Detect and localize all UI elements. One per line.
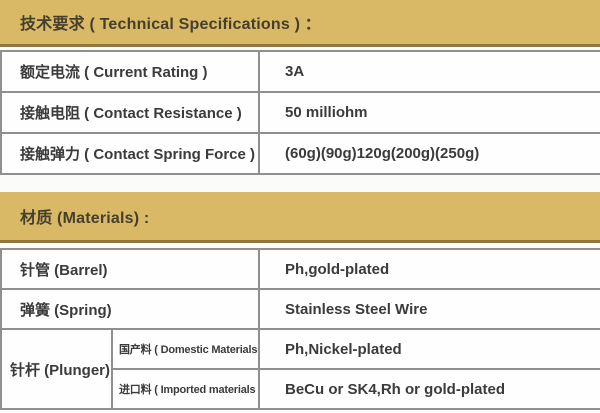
material-value-spring: Stainless Steel Wire — [260, 290, 600, 330]
plunger-value-imported: BeCu or SK4,Rh or gold-plated — [260, 370, 600, 410]
technical-specs-section-bar: 技术要求 ( Technical Specifications ) ： — [0, 0, 600, 47]
material-label-spring: 弹簧 (Spring) — [2, 290, 260, 330]
spec-value-current-rating: 3A — [260, 52, 600, 93]
material-label-plunger: 针杆 (Plunger) — [2, 330, 113, 410]
technical-specs-title: 技术要求 ( Technical Specifications ) ： — [20, 16, 321, 33]
material-label-barrel: 针管 (Barrel) — [2, 250, 260, 290]
spec-value-contact-resistance: 50 milliohm — [260, 93, 600, 134]
materials-table: 针管 (Barrel) Ph,gold-plated 弹簧 (Spring) S… — [0, 248, 600, 410]
spec-label-contact-spring-force: 接触弹力 ( Contact Spring Force ) — [2, 134, 260, 175]
spec-label-current-rating: 额定电流 ( Current Rating ) — [2, 52, 260, 93]
materials-section-bar: 材质 (Materials) : — [0, 192, 600, 243]
materials-title: 材质 (Materials) : — [20, 210, 150, 227]
spec-value-contact-spring-force: (60g)(90g)120g(200g)(250g) — [260, 134, 600, 175]
spec-label-contact-resistance: 接触电阻 ( Contact Resistance ) — [2, 93, 260, 134]
plunger-sublabel-domestic: 国产料 ( Domestic Materials ) — [113, 330, 260, 370]
plunger-value-domestic: Ph,Nickel-plated — [260, 330, 600, 370]
material-value-barrel: Ph,gold-plated — [260, 250, 600, 290]
technical-specs-table: 额定电流 ( Current Rating ) 3A 接触电阻 ( Contac… — [0, 50, 600, 175]
plunger-sublabel-imported: 进口料 ( Imported materials ) — [113, 370, 260, 410]
